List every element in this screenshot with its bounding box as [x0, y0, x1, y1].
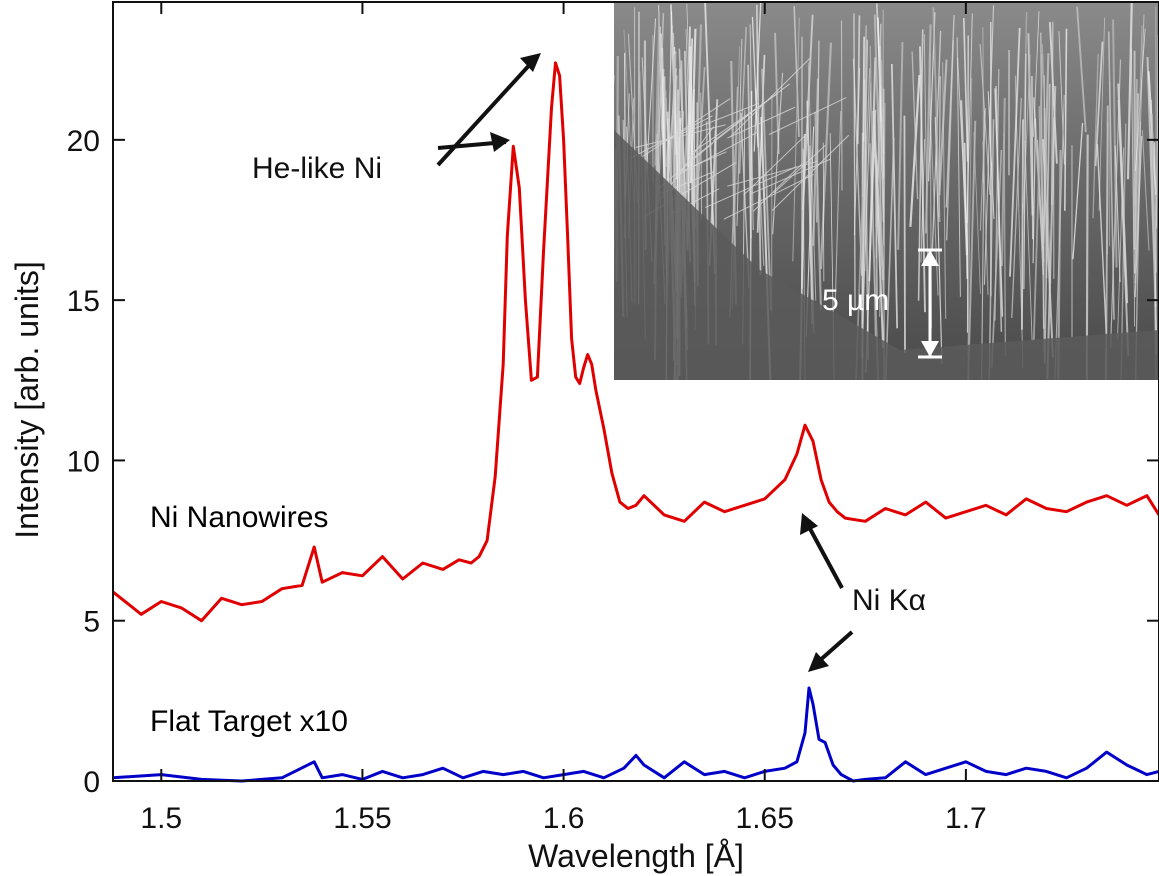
- x-tick-label: 1.6: [543, 802, 585, 835]
- y-tick-label: 20: [67, 125, 100, 158]
- x-tick-label: 1.7: [945, 802, 987, 835]
- series-line-nanowires: [112, 61, 1159, 623]
- annotation-arrows: [436, 53, 854, 672]
- y-axis: 0 5 10 15 20: [67, 125, 1159, 799]
- y-axis-title: Intensity [arb. units]: [9, 261, 45, 538]
- plot-area: [112, 61, 1159, 783]
- series-label-nanowires: Ni Nanowires: [150, 501, 328, 534]
- y-tick-label: 10: [67, 445, 100, 478]
- annotation-ni-k-alpha: Ni Kα: [852, 584, 926, 617]
- x-tick-label: 1.55: [333, 802, 391, 835]
- x-axis: 1.5 1.55 1.6 1.65 1.7: [140, 2, 987, 835]
- y-tick-label: 5: [83, 606, 100, 639]
- x-axis-title: Wavelength [Å]: [528, 838, 744, 874]
- sem-inset-image: 5 µm: [614, 2, 1159, 380]
- y-tick-label: 0: [83, 766, 100, 799]
- plot-frame: [112, 1, 1159, 782]
- series-line-flat-target: [112, 686, 1159, 783]
- scale-label: 5 µm: [822, 284, 889, 317]
- y-tick-label: 15: [67, 285, 100, 318]
- x-tick-label: 1.5: [140, 802, 182, 835]
- series-label-flat-target: Flat Target x10: [150, 705, 348, 738]
- x-tick-label: 1.65: [736, 802, 794, 835]
- annotation-he-like-ni: He-like Ni: [252, 152, 382, 185]
